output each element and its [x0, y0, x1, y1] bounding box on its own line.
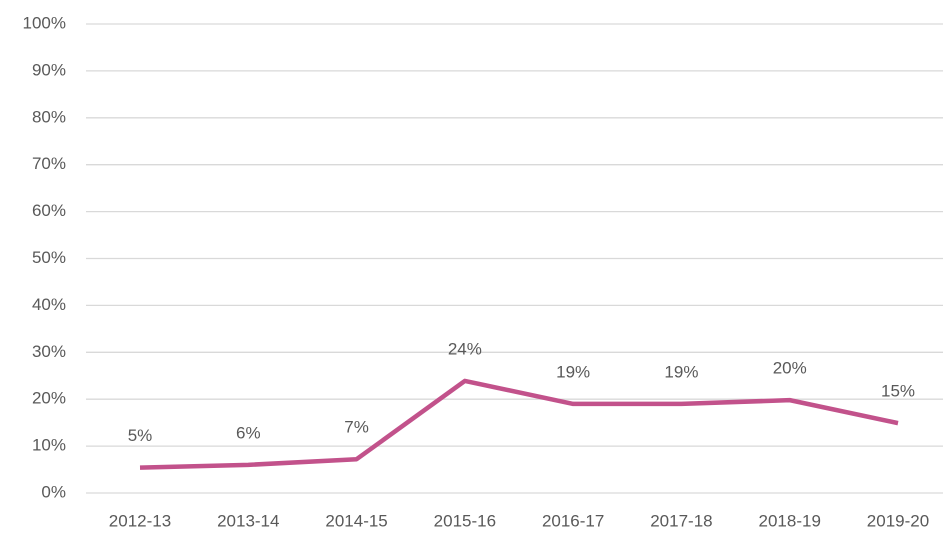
x-tick-label: 2013-14: [217, 511, 279, 530]
x-tick-label: 2018-19: [759, 511, 821, 530]
data-label: 19%: [556, 362, 590, 381]
data-label: 24%: [448, 339, 482, 358]
y-tick-label: 100%: [23, 13, 66, 32]
y-tick-label: 10%: [32, 436, 66, 455]
data-label: 5%: [128, 426, 153, 445]
x-tick-label: 2015-16: [434, 511, 496, 530]
data-label: 15%: [881, 382, 915, 401]
x-tick-label: 2016-17: [542, 511, 604, 530]
y-tick-label: 0%: [41, 482, 66, 501]
y-tick-label: 70%: [32, 154, 66, 173]
x-tick-label: 2012-13: [109, 511, 171, 530]
x-tick-label: 2014-15: [325, 511, 387, 530]
y-tick-label: 60%: [32, 201, 66, 220]
x-tick-label: 2017-18: [650, 511, 712, 530]
data-label: 20%: [773, 359, 807, 378]
y-tick-label: 40%: [32, 295, 66, 314]
y-tick-label: 50%: [32, 248, 66, 267]
x-tick-label: 2019-20: [867, 511, 929, 530]
y-tick-label: 20%: [32, 389, 66, 408]
data-line: [139, 378, 899, 470]
y-tick-label: 90%: [32, 60, 66, 79]
data-label: 7%: [344, 418, 369, 437]
data-label: 6%: [236, 423, 261, 442]
y-tick-label: 30%: [32, 342, 66, 361]
y-tick-label: 80%: [32, 107, 66, 126]
data-label: 19%: [664, 362, 698, 381]
